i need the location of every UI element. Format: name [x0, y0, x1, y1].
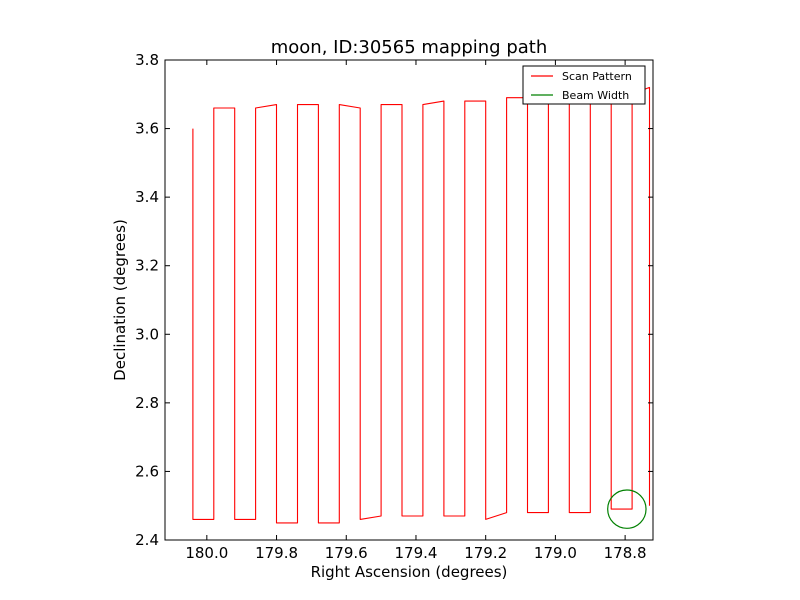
scan-pattern-line — [192, 86, 651, 524]
y-tick-label: 2.6 — [135, 462, 159, 480]
legend-label-scan: Scan Pattern — [562, 70, 632, 83]
y-tick-label: 3.8 — [135, 51, 159, 69]
x-tick-label: 180.0 — [185, 544, 228, 562]
y-axis-label: Declination (degrees) — [111, 219, 129, 381]
beam-width-circle — [607, 489, 647, 529]
y-tick-label: 3.6 — [135, 120, 159, 138]
legend-label-beam: Beam Width — [562, 89, 629, 102]
plot-series-layer — [192, 86, 651, 529]
chart-title: moon, ID:30565 mapping path — [271, 37, 548, 58]
x-tick-label: 179.0 — [534, 544, 577, 562]
plot-frame — [164, 59, 654, 541]
x-tick-label: 178.8 — [604, 544, 647, 562]
legend-box — [522, 65, 646, 105]
x-tick-label: 179.2 — [464, 544, 507, 562]
axis-ticks: 180.0 179.8 179.6 179.4 179.2 179.0 178.8 2.4 2.… — [135, 51, 653, 562]
y-tick-label: 2.4 — [135, 531, 159, 549]
x-tick-label: 179.6 — [325, 544, 368, 562]
y-tick-label: 3.0 — [135, 325, 159, 343]
y-tick-label: 3.2 — [135, 257, 159, 275]
x-tick-label: 179.8 — [255, 544, 298, 562]
y-tick-label: 3.4 — [135, 188, 159, 206]
legend: Scan Pattern Beam Width — [522, 65, 646, 105]
x-tick-label: 179.4 — [394, 544, 437, 562]
y-tick-label: 2.8 — [135, 394, 159, 412]
x-axis-label: Right Ascension (degrees) — [311, 563, 508, 581]
